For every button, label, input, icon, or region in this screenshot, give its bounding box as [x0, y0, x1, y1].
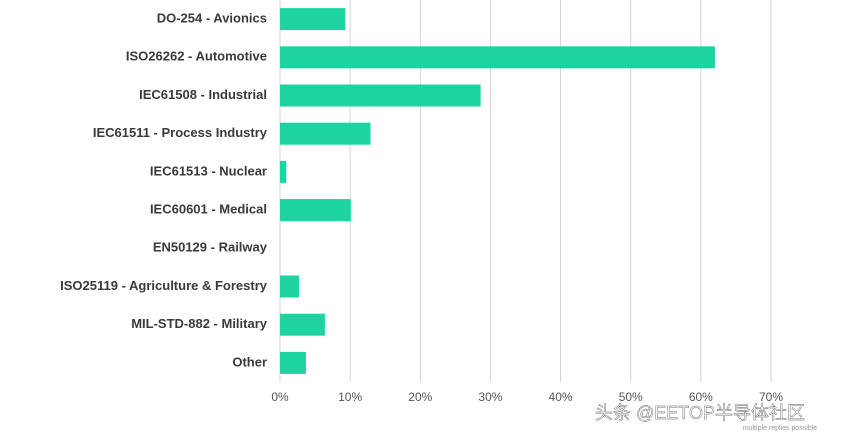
watermark: 头条 @EETOP半导体社区 — [595, 403, 805, 423]
x-tick-label: 30% — [478, 390, 502, 404]
bar — [280, 8, 346, 31]
bar — [280, 313, 325, 336]
x-tick-label: 60% — [689, 390, 713, 404]
bar — [280, 46, 715, 69]
bar — [280, 160, 287, 183]
x-tick-label: 70% — [759, 390, 783, 404]
y-tick-label: MIL-STD-882 - Military — [131, 316, 268, 331]
note: multiple replies possible — [743, 425, 817, 432]
x-tick-label: 50% — [619, 390, 643, 404]
y-tick-label: EN50129 - Railway — [153, 240, 268, 255]
y-tick-label: ISO26262 - Automotive — [126, 49, 267, 64]
y-tick-label: DO-254 - Avionics — [157, 11, 267, 26]
bar — [280, 275, 299, 298]
y-tick-label: ISO25119 - Agriculture & Forestry — [60, 278, 268, 293]
y-tick-label: Other — [232, 354, 267, 369]
x-tick-label: 40% — [549, 390, 573, 404]
y-tick-label: IEC61513 - Nuclear — [150, 163, 267, 178]
x-tick-label: 0% — [271, 390, 289, 404]
bar — [280, 351, 306, 374]
y-tick-label: IEC61508 - Industrial — [139, 87, 267, 102]
y-tick-label: IEC60601 - Medical — [150, 202, 267, 217]
bar — [280, 84, 481, 107]
bar — [280, 122, 371, 145]
x-tick-label: 10% — [338, 390, 362, 404]
x-tick-label: 20% — [408, 390, 432, 404]
bar — [280, 199, 351, 222]
y-tick-label: IEC61511 - Process Industry — [93, 125, 268, 140]
